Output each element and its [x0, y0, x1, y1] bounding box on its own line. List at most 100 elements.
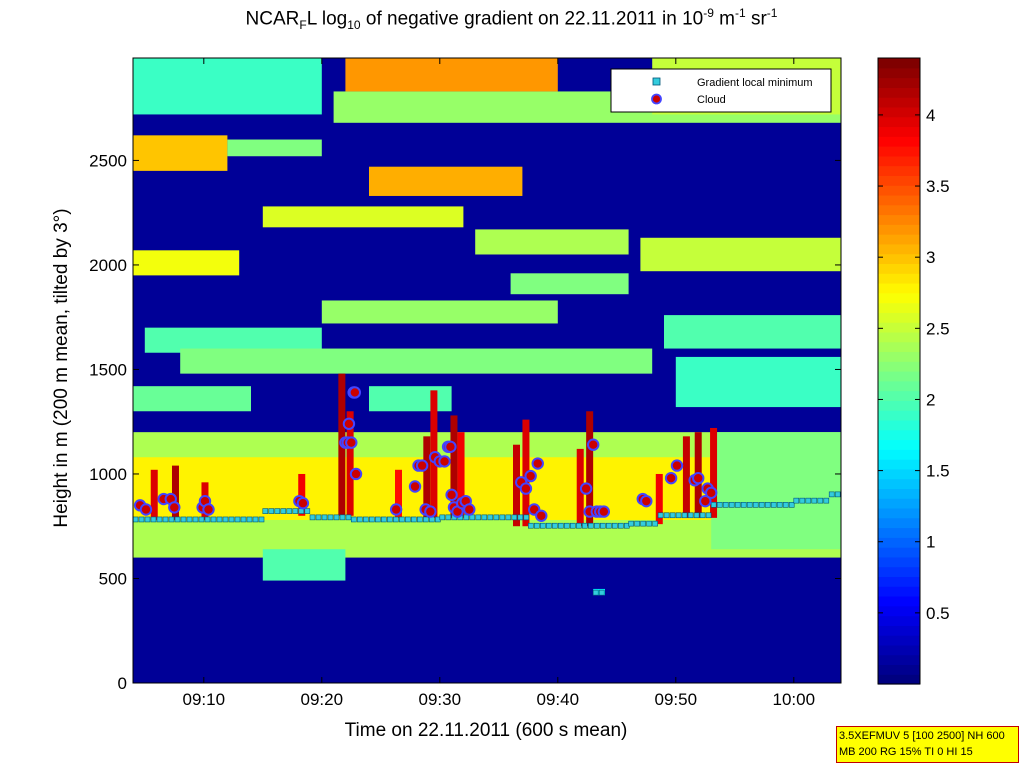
gradient-min-marker	[545, 522, 552, 529]
gradient-min-marker	[350, 516, 357, 523]
gradient-min-marker	[327, 514, 334, 521]
gradient-min-marker	[557, 522, 564, 529]
heatmap-plume	[682, 436, 690, 518]
gradient-min-marker	[210, 516, 217, 523]
heatmap-plume	[395, 469, 402, 518]
x-tick-label: 09:20	[301, 690, 344, 709]
legend: Gradient local minimum Cloud	[610, 68, 832, 113]
gradient-min-marker	[834, 491, 841, 498]
heatmap-cell	[321, 300, 558, 324]
x-tick-label: 09:50	[655, 690, 698, 709]
gradient-min-marker	[150, 516, 157, 523]
gradient-min-marker	[262, 508, 269, 514]
gradient-min-marker	[475, 514, 482, 521]
colorbar-frame	[877, 57, 921, 685]
gradient-min-marker	[156, 516, 163, 523]
gradient-min-marker	[216, 516, 223, 523]
gradient-min-marker	[234, 516, 241, 523]
colorbar-step	[878, 478, 920, 489]
colorbar-step	[878, 322, 920, 333]
colorbar-step	[878, 459, 920, 470]
y-tick-label: 500	[99, 569, 127, 588]
gradient-min-marker	[675, 512, 682, 519]
gradient-min-marker	[788, 502, 795, 508]
parameter-box: 3.5XEFMUV 5 [100 2500] NH 600 MB 200 RG …	[836, 726, 1019, 763]
gradient-min-marker	[716, 502, 723, 508]
gradient-min-marker	[646, 520, 652, 527]
gradient-min-marker	[628, 520, 634, 527]
gradient-min-marker	[481, 514, 488, 521]
heatmap-cell	[475, 229, 629, 255]
gradient-min-marker	[493, 514, 500, 521]
heatmap-cell	[133, 58, 322, 115]
colorbar-step	[878, 380, 920, 392]
colorbar-tick-label: 2	[926, 390, 935, 409]
gradient-min-marker	[752, 502, 759, 508]
heatmap-plume	[171, 465, 179, 520]
gradient-min-marker	[605, 522, 612, 529]
x-tick-label: 09:40	[537, 690, 580, 709]
heatmap-cell	[133, 135, 228, 171]
colorbar-tick-label: 1	[926, 533, 935, 552]
gradient-min-marker	[710, 502, 717, 508]
gradient-min-marker	[652, 520, 658, 527]
gradient-min-marker	[523, 514, 530, 521]
gradient-min-marker	[469, 514, 476, 521]
title-part: -9	[703, 6, 714, 20]
gradient-min-marker	[705, 512, 712, 519]
gradient-min-marker	[315, 514, 322, 521]
colorbar-step	[878, 644, 920, 656]
colorbar-step	[878, 67, 920, 79]
x-axis-label: Time on 22.11.2011 (600 s mean)	[345, 720, 628, 741]
gradient-min-marker	[240, 516, 247, 523]
gradient-min-marker	[168, 516, 175, 523]
heatmap-plume	[457, 432, 465, 518]
colorbar-step	[878, 292, 920, 304]
colorbar-step	[878, 351, 920, 362]
x-tick-label: 10:00	[773, 690, 816, 709]
gradient-min-marker	[599, 522, 606, 529]
colorbar-step	[878, 547, 920, 558]
gradient-min-marker	[770, 502, 777, 508]
colorbar-step	[878, 556, 920, 568]
heatmap-plume	[346, 411, 354, 516]
gradient-min-marker	[162, 516, 169, 523]
colorbar-step	[878, 155, 920, 167]
gradient-min-marker	[581, 522, 588, 529]
gradient-min-marker	[246, 516, 253, 523]
gradient-min-marker	[286, 508, 293, 514]
colorbar-step	[878, 282, 920, 294]
colorbar-step	[878, 97, 920, 108]
cloud-marker	[345, 436, 358, 449]
gradient-min-marker	[398, 516, 405, 523]
gradient-min-marker	[527, 522, 534, 529]
cloud-marker	[408, 480, 422, 493]
gradient-min-marker	[304, 508, 311, 514]
colorbar-step	[878, 419, 920, 431]
heatmap-plume	[586, 411, 594, 527]
gradient-min-marker	[728, 502, 735, 508]
cloud-marker	[640, 494, 653, 508]
colorbar-step	[878, 566, 920, 578]
heatmap-plume	[655, 473, 663, 525]
axes: 09:10 09:20 09:30 09:40 09:50 10:00 0 500 1000 15…	[89, 58, 841, 709]
colorbar-tick-label: 4	[926, 106, 935, 125]
cloud-marker	[438, 455, 451, 468]
gradient-min-marker	[593, 522, 600, 529]
colorbar-step	[878, 674, 920, 685]
heatmap-cell	[133, 386, 251, 412]
cloud-marker	[531, 457, 544, 470]
cloud-marker	[664, 471, 678, 485]
gradient-min-marker	[758, 502, 765, 508]
heatmap-cell	[711, 432, 841, 550]
colorbar-step	[878, 243, 920, 255]
colorbar-step	[878, 175, 920, 186]
gradient-min-marker	[663, 512, 670, 519]
cloud-marker	[202, 503, 215, 516]
colorbar-step	[878, 625, 920, 636]
gradient-min-marker	[416, 516, 423, 523]
legend-label: Gradient local minimum	[697, 77, 813, 89]
gradient-min-marker	[380, 516, 387, 523]
legend-marker-square	[652, 77, 661, 86]
gradient-min-marker	[386, 516, 393, 523]
